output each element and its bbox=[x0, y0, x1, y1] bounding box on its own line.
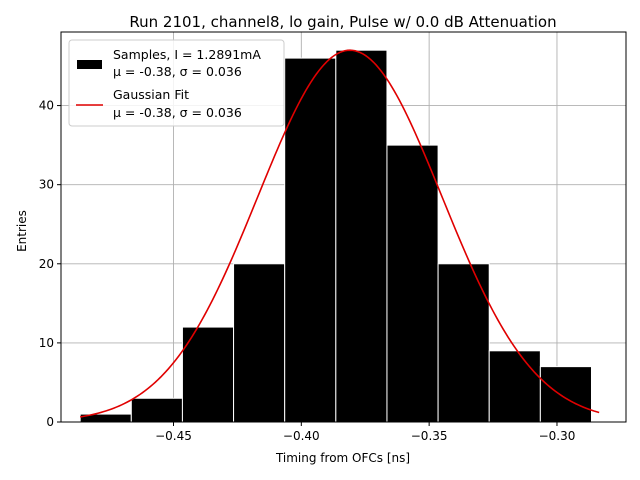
histogram-bar bbox=[386, 144, 439, 423]
histogram-bar bbox=[335, 49, 388, 423]
histogram-bar bbox=[437, 263, 490, 423]
x-tick-label: −0.40 bbox=[283, 429, 320, 443]
histogram-bar bbox=[130, 397, 183, 423]
histogram-bar bbox=[488, 350, 541, 423]
y-axis-label: Entries bbox=[15, 210, 29, 252]
x-tick-label: −0.35 bbox=[411, 429, 448, 443]
x-tick-label: −0.45 bbox=[155, 429, 192, 443]
y-tick-label: 10 bbox=[39, 336, 54, 350]
y-tick-label: 0 bbox=[46, 415, 54, 429]
axis-ticks: −0.45 −0.40 −0.35 −0.30 0 10 20 30 40 bbox=[39, 99, 576, 443]
y-tick-label: 20 bbox=[39, 257, 54, 271]
histogram-bar bbox=[233, 263, 286, 423]
legend-box bbox=[68, 39, 285, 127]
legend-sublabel-fit: μ = -0.38, σ = 0.036 bbox=[113, 105, 242, 120]
histogram-bar bbox=[181, 326, 235, 423]
chart-title: Run 2101, channel8, lo gain, Pulse w/ 0.… bbox=[129, 13, 556, 31]
gaussian-fit-curve bbox=[80, 49, 600, 418]
legend-sublabel-samples: μ = -0.38, σ = 0.036 bbox=[113, 64, 242, 79]
legend: Samples, I = 1.2891mA μ = -0.38, σ = 0.0… bbox=[68, 39, 285, 127]
histogram-bar bbox=[284, 57, 337, 423]
x-axis-label: Timing from OFCs [ns] bbox=[275, 451, 410, 465]
legend-label-fit: Gaussian Fit bbox=[113, 87, 189, 102]
histogram-bar bbox=[539, 366, 592, 423]
plot-frame bbox=[60, 31, 627, 423]
x-tick-label: −0.30 bbox=[539, 429, 576, 443]
y-tick-label: 40 bbox=[39, 99, 54, 113]
legend-swatch-samples bbox=[77, 60, 102, 69]
legend-label-samples: Samples, I = 1.2891mA bbox=[113, 47, 261, 62]
y-tick-label: 30 bbox=[39, 178, 54, 192]
histogram-bars bbox=[79, 49, 592, 423]
